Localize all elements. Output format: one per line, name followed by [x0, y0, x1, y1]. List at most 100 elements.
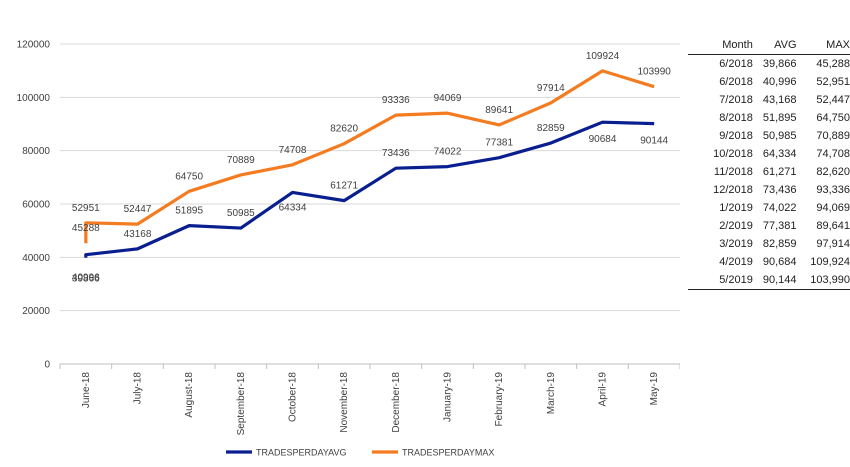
cell-max: 89,641 [816, 220, 850, 232]
data-label: 50985 [227, 208, 255, 219]
y-tick-label: 40000 [22, 253, 50, 264]
data-table: Month AVG MAX 6/2018 39,866 45,288 6/2018 40… [688, 36, 850, 290]
cell-avg: 39,866 [762, 58, 797, 70]
data-label-extra: 39866 [72, 274, 100, 285]
table-row: 6/2018 40,996 52,951 [688, 73, 850, 91]
header-month: Month [688, 36, 753, 55]
data-label: 43168 [124, 229, 152, 240]
table-row: 6/2018 39,866 45,288 [688, 55, 850, 74]
cell-month: 5/2019 [688, 271, 753, 290]
cell-month: 4/2019 [719, 256, 753, 268]
cell-max: 52,447 [816, 94, 850, 106]
cell-month: 7/2018 [719, 94, 753, 106]
y-tick-label: 60000 [22, 200, 50, 211]
cell-max: 109,924 [810, 256, 850, 268]
x-tick-label: July-18 [133, 372, 144, 405]
data-label: 94069 [434, 93, 462, 104]
cell-avg: 90,684 [762, 256, 797, 268]
data-label: 74708 [279, 145, 307, 156]
cell-avg: 77,381 [762, 220, 797, 232]
data-label: 73436 [382, 148, 410, 159]
data-label: 61271 [330, 181, 358, 192]
header-max: MAX [796, 36, 850, 55]
cell-avg: 61,271 [762, 166, 797, 178]
data-label-extra: 45288 [72, 223, 100, 234]
x-tick-label: November-18 [339, 372, 350, 433]
cell-month: 12/2018 [713, 184, 753, 196]
table-row: 12/2018 73,436 93,336 [688, 181, 850, 199]
table-row: 2/2019 77,381 89,641 [688, 217, 850, 235]
table-row: 3/2019 82,859 97,914 [688, 235, 850, 253]
x-tick-label: October-18 [288, 372, 299, 422]
series-lines [84, 69, 655, 258]
cell-month: 11/2018 [713, 166, 753, 178]
cell-max: 64,750 [816, 112, 850, 124]
x-tick-label: January-19 [443, 372, 454, 422]
data-label: 89641 [485, 105, 513, 116]
cell-month: 6/2018 [719, 58, 753, 70]
data-label: 40996 [72, 273, 100, 284]
y-tick-label: 0 [44, 360, 50, 371]
cell-avg: 82,859 [762, 238, 797, 250]
x-tick-label: September-18 [236, 372, 247, 436]
table-row: 8/2018 51,895 64,750 [688, 109, 850, 127]
legend-label: TRADESPERDAYMAX [402, 448, 494, 458]
x-tick-label: May-19 [649, 372, 660, 406]
cell-max: 45,288 [816, 58, 850, 70]
cell-avg: 51,895 [762, 112, 797, 124]
cell-avg: 40,996 [762, 76, 797, 88]
y-tick-label: 20000 [22, 306, 50, 317]
line-chart: 0 20000 40000 60000 80000 100000 120000 June-1… [17, 40, 680, 458]
cell-month: 6/2018 [719, 76, 753, 88]
cell-max: 70,889 [816, 130, 850, 142]
cell-avg: 50,985 [762, 130, 797, 142]
cell-month: 3/2019 [719, 238, 753, 250]
cell-month: 9/2018 [719, 130, 753, 142]
x-tick-label: August-18 [184, 372, 195, 418]
table-body: 6/2018 39,866 45,288 6/2018 40,996 52,951 7/20… [688, 55, 850, 290]
cell-max: 82,620 [816, 166, 850, 178]
data-label: 103990 [637, 67, 671, 78]
cell-avg: 43,168 [762, 94, 797, 106]
data-label: 52447 [124, 204, 152, 215]
data-label: 82620 [330, 124, 358, 135]
table-row: 11/2018 61,271 82,620 [688, 163, 850, 181]
cell-month: 10/2018 [713, 148, 753, 160]
x-tick-label: June-18 [81, 372, 92, 409]
cell-month: 2/2019 [719, 220, 753, 232]
data-label: 64750 [175, 171, 203, 182]
series-line-tradesperdaymax [84, 69, 655, 244]
y-axis-ticks: 0 20000 40000 60000 80000 100000 120000 [17, 40, 51, 371]
x-tick-label: February-19 [494, 372, 505, 427]
cell-max: 93,336 [816, 184, 850, 196]
y-tick-label: 80000 [22, 146, 50, 157]
data-label: 52951 [72, 203, 100, 214]
cell-avg: 74,022 [762, 202, 797, 214]
table-row: 7/2018 43,168 52,447 [688, 91, 850, 109]
cell-max: 97,914 [816, 238, 850, 250]
cell-avg: 73,436 [762, 184, 797, 196]
x-tick-label: April-19 [598, 372, 609, 407]
data-label: 77381 [485, 138, 513, 149]
cell-avg: 64,334 [762, 148, 797, 160]
x-tick-label: December-18 [391, 372, 402, 433]
table-row: 10/2018 64,334 74,708 [688, 145, 850, 163]
data-label: 109924 [586, 51, 620, 62]
data-labels: 40996 43168 51895 50985 64334 61271 73436 74022… [72, 51, 671, 285]
series-line-tradesperdayavg [84, 120, 655, 258]
cell-avg: 90,144 [752, 271, 797, 290]
y-tick-label: 100000 [17, 93, 51, 104]
gridlines [60, 43, 680, 365]
x-axis-ticks: June-18 July-18 August-18 September-18 Octob… [59, 364, 680, 436]
legend: TRADESPERDAYAVG TRADESPERDAYMAX [226, 448, 494, 458]
cell-max: 52,951 [816, 76, 850, 88]
cell-max: 103,990 [796, 271, 850, 290]
cell-max: 74,708 [816, 148, 850, 160]
y-tick-label: 120000 [17, 40, 51, 51]
cell-max: 94,069 [816, 202, 850, 214]
table-header-row: Month AVG MAX [688, 36, 850, 55]
x-tick-label: March-19 [546, 372, 557, 415]
table-row: 1/2019 74,022 94,069 [688, 199, 850, 217]
data-label: 70889 [227, 155, 255, 166]
table-row: 4/2019 90,684 109,924 [688, 253, 850, 271]
